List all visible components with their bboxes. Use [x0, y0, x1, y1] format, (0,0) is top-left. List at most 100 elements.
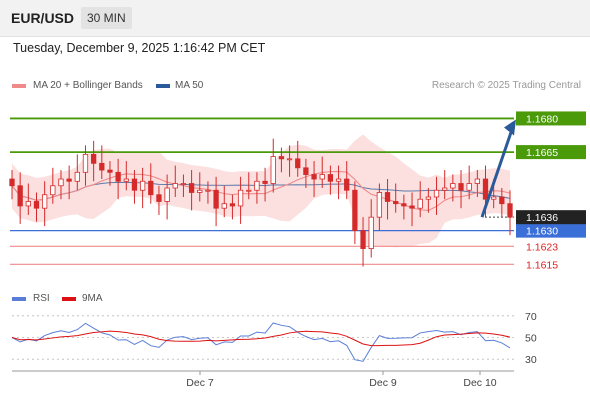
bollinger-band — [12, 134, 510, 248]
candle — [303, 158, 309, 188]
candle — [99, 145, 105, 180]
candle-body — [9, 178, 15, 187]
candle — [131, 170, 138, 204]
candle-body — [482, 178, 489, 200]
candle-body — [58, 178, 64, 187]
candle-body — [139, 180, 146, 191]
candle-body — [148, 180, 154, 196]
candle — [360, 217, 366, 267]
candle — [213, 176, 219, 227]
ma20-line — [11, 170, 511, 211]
candle-body — [164, 187, 170, 202]
candle-body — [205, 189, 211, 192]
candle-body — [25, 201, 31, 207]
candle — [270, 138, 276, 193]
candle-body — [17, 185, 23, 207]
candle-body — [360, 230, 366, 249]
candle — [115, 158, 121, 200]
candle — [450, 174, 456, 202]
timeframe-button[interactable]: 30 MIN — [81, 7, 132, 29]
candle — [180, 174, 187, 197]
candle — [50, 167, 56, 204]
candle-body — [237, 189, 244, 207]
rsi-ma-legend-label: 9MA — [82, 293, 103, 304]
candle — [229, 194, 236, 220]
candle — [25, 183, 31, 215]
level-label-1.1615: 1.1615 — [526, 259, 558, 271]
candle — [33, 192, 40, 222]
candle — [417, 181, 423, 218]
candle-body — [466, 183, 472, 191]
rsi-tick-70: 70 — [525, 311, 537, 323]
rsi-line — [11, 322, 511, 362]
candle — [9, 170, 15, 200]
candle — [311, 161, 317, 197]
candle — [148, 163, 154, 204]
candle — [401, 194, 407, 220]
candle — [42, 181, 48, 227]
candle-body — [99, 162, 105, 171]
candle-body — [344, 178, 350, 191]
candle-body — [303, 167, 309, 175]
candle-body — [82, 153, 89, 173]
rsi-ma-legend-swatch — [62, 297, 76, 301]
ma50-legend-label: MA 50 — [175, 80, 204, 91]
level-tag-1.1665 — [516, 145, 586, 160]
candle-body — [425, 196, 432, 200]
target-arrow-head — [504, 119, 516, 136]
candle — [344, 161, 350, 200]
candle — [205, 181, 211, 204]
candle-body — [156, 194, 162, 202]
candle-body — [286, 158, 293, 161]
level-label-1.1680: 1.1680 — [526, 113, 558, 125]
level-label-1.1630: 1.1630 — [526, 226, 558, 238]
credit-label: Research © 2025 Trading Central — [431, 80, 581, 91]
candle — [197, 172, 203, 202]
level-tag-1.1630 — [516, 223, 586, 238]
candle-body — [74, 171, 80, 182]
candle-body — [123, 178, 129, 182]
candle-body — [213, 189, 219, 209]
ma20-legend-swatch — [12, 84, 26, 88]
candle — [237, 176, 244, 224]
candle — [499, 188, 505, 218]
candle-body — [50, 185, 56, 196]
candle — [58, 170, 64, 200]
datetime-label: Tuesday, December 9, 2025 1:16:42 PM CET — [13, 41, 266, 55]
candle-body — [393, 201, 399, 205]
candle-body — [229, 203, 236, 207]
candle — [221, 185, 227, 218]
level-label-1.1623: 1.1623 — [526, 241, 558, 253]
candle — [139, 167, 146, 209]
candle-body — [197, 189, 203, 193]
level-tag-1.1680 — [516, 111, 586, 126]
candle — [295, 140, 301, 177]
candle — [156, 185, 162, 215]
ma20-legend-label: MA 20 + Bollinger Bands — [33, 80, 143, 91]
x-tick-label-2: Dec 10 — [463, 377, 496, 389]
candle-body — [188, 183, 195, 193]
ma50-legend-swatch — [156, 84, 170, 88]
candle — [262, 167, 268, 202]
current-price-label: 1.1636 — [526, 212, 558, 224]
candle — [82, 145, 89, 186]
candle — [433, 176, 440, 215]
candle-body — [417, 198, 423, 209]
candle-body — [278, 156, 285, 160]
candle-body — [90, 153, 97, 164]
candle — [368, 199, 374, 258]
rsi-legend-label: RSI — [33, 293, 50, 304]
candle-body — [107, 169, 113, 173]
candle — [425, 188, 432, 213]
candle-body — [491, 196, 497, 200]
candle-body — [180, 183, 187, 185]
candle — [74, 154, 80, 191]
rsi-ma-line — [11, 330, 511, 347]
candle-body — [270, 156, 276, 184]
candle-body — [458, 183, 464, 191]
candle — [393, 183, 399, 213]
candle — [246, 172, 252, 200]
candle-body — [172, 183, 178, 189]
candle — [409, 192, 415, 227]
